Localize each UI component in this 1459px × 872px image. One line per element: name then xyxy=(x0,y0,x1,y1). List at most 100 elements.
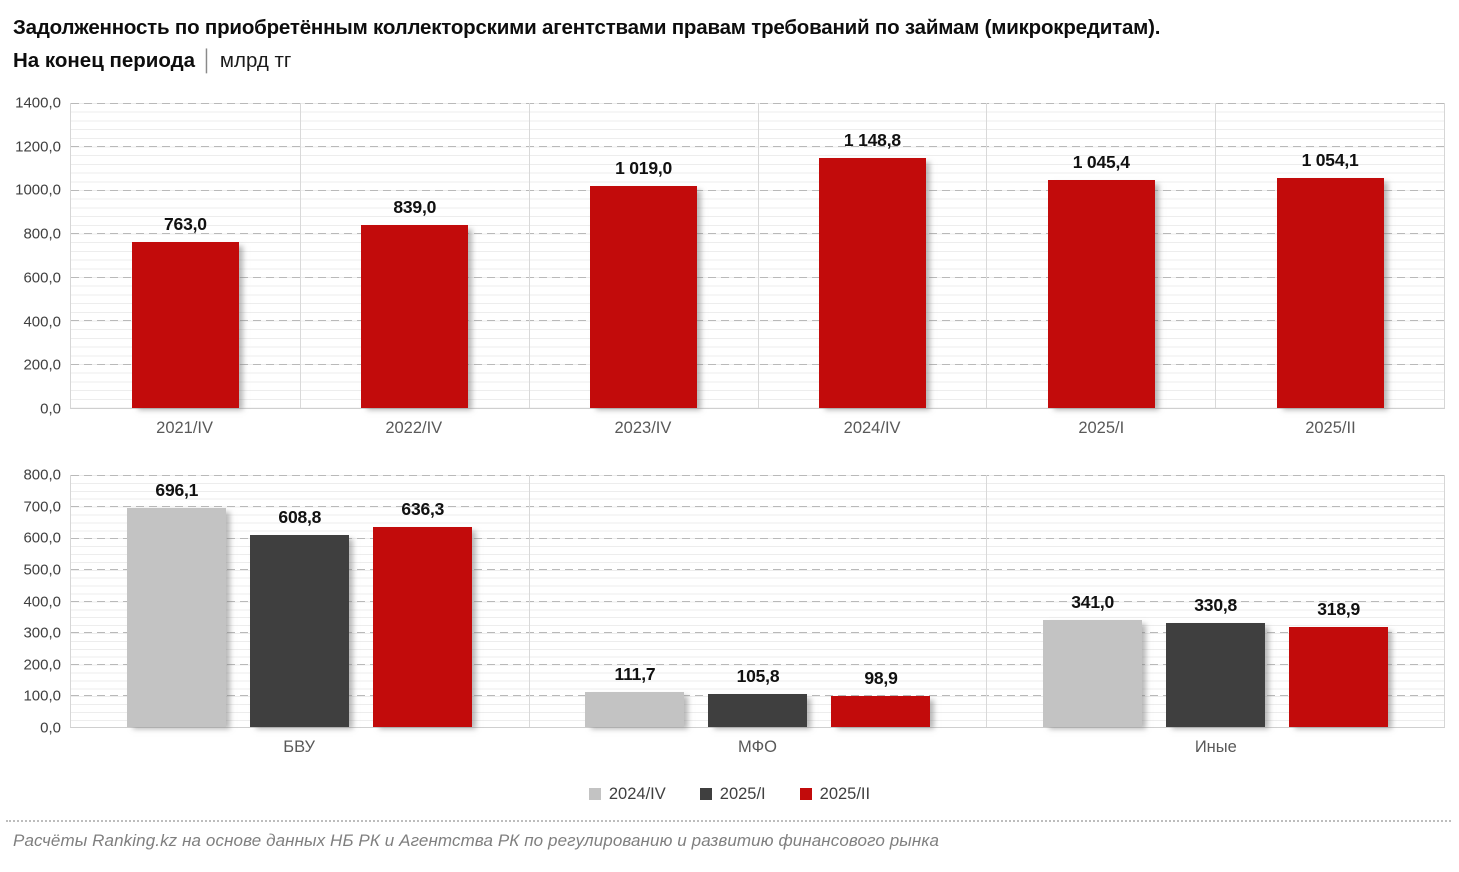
bar-value-label: 763,0 xyxy=(164,213,207,234)
y-tick-label: 400,0 xyxy=(23,593,61,610)
chart-title: Задолженность по приобретённым коллектор… xyxy=(13,16,1161,39)
legend-item: 2024/IV xyxy=(588,784,666,804)
category-panel: 1 054,1 xyxy=(1215,103,1444,408)
bar xyxy=(1166,622,1266,727)
legend-item: 2025/I xyxy=(699,784,766,804)
y-tick-label: 1000,0 xyxy=(15,181,61,199)
footer-divider xyxy=(6,820,1451,822)
x-tick-label: Иные xyxy=(1194,738,1237,756)
gridline xyxy=(71,632,1444,633)
y-tick-label: 600,0 xyxy=(23,269,61,287)
bar-group: 341,0 330,8 318,9 xyxy=(987,475,1444,727)
bar-group: 1 148,8 xyxy=(759,103,987,408)
legend-swatch xyxy=(799,788,812,800)
bar xyxy=(131,241,240,408)
chart-subtitle: На конец периода │ млрд тг xyxy=(13,44,1445,78)
subtitle-unit: млрд тг xyxy=(219,49,292,72)
gridline xyxy=(71,569,1444,570)
x-tick-label: 2023/IV xyxy=(614,419,672,437)
top-bar-chart: 1400,0 1200,0 1000,0 800,0 600,0 400,0 200,0 0,… xyxy=(0,95,1445,447)
bar-group: 1 045,4 xyxy=(987,103,1215,408)
y-tick-label: 800,0 xyxy=(23,466,61,484)
bar-value-label: 330,8 xyxy=(1194,594,1238,615)
subtitle-divider: │ xyxy=(201,49,214,72)
bar-group: 839,0 xyxy=(301,103,529,408)
legend-label: 2024/IV xyxy=(608,784,666,803)
category-panel: 696,1 608,8 636,3 xyxy=(71,475,529,727)
bar-wrapper: 839,0 xyxy=(361,103,469,408)
bar-group: 763,0 xyxy=(71,103,300,408)
bar-value-label: 105,8 xyxy=(736,665,780,686)
bar xyxy=(127,507,227,727)
bar-wrapper: 1 054,1 xyxy=(1276,103,1384,408)
y-tick-label: 0,0 xyxy=(40,719,61,737)
chart-header: Задолженность по приобретённым коллектор… xyxy=(0,0,1459,78)
y-tick-label: 200,0 xyxy=(23,656,61,674)
bar-wrapper: 98,9 xyxy=(831,475,931,727)
y-tick-label: 600,0 xyxy=(23,529,61,547)
bar-wrapper: 696,1 xyxy=(127,475,227,727)
bar xyxy=(1043,619,1143,727)
y-tick-label: 400,0 xyxy=(23,313,61,331)
bar-value-label: 608,8 xyxy=(278,507,322,528)
gridline xyxy=(71,600,1444,602)
bottom-grouped-bar-chart: 800,0 700,0 600,0 500,0 400,0 300,0 200,0 100,0… xyxy=(0,467,1445,766)
y-tick-label: 1200,0 xyxy=(15,138,61,156)
category-panel: 1 148,8 xyxy=(757,103,987,408)
y-tick-label: 300,0 xyxy=(23,624,61,642)
category-panel: 839,0 xyxy=(299,103,529,408)
y-axis: 1400,0 1200,0 1000,0 800,0 600,0 400,0 200,0 0,… xyxy=(0,95,70,418)
bar-wrapper: 636,3 xyxy=(373,475,473,727)
bar-wrapper: 1 045,4 xyxy=(1047,103,1155,408)
bar xyxy=(361,225,469,408)
y-tick-label: 800,0 xyxy=(23,225,61,243)
y-tick-label: 100,0 xyxy=(23,687,61,705)
bar xyxy=(1047,180,1155,408)
legend-swatch xyxy=(699,788,712,800)
gridline xyxy=(71,663,1444,665)
bar-value-label: 111,7 xyxy=(614,663,656,684)
x-tick-label: 2022/IV xyxy=(385,419,443,437)
x-axis: 2021/IV 2022/IV 2023/IV 2024/IV 2025/I 2025/I… xyxy=(70,409,1445,447)
legend-label: 2025/II xyxy=(819,784,871,803)
bar xyxy=(831,695,931,727)
x-tick-label: 2021/IV xyxy=(156,419,214,437)
gridline xyxy=(71,537,1444,539)
legend-label: 2025/I xyxy=(719,784,766,803)
y-tick-label: 200,0 xyxy=(23,356,61,374)
y-tick-label: 0,0 xyxy=(40,400,61,418)
bar-value-label: 98,9 xyxy=(864,667,898,688)
bar xyxy=(1289,626,1389,727)
bar xyxy=(373,526,473,727)
bar xyxy=(1276,178,1384,408)
bar-group: 111,7 105,8 98,9 xyxy=(530,475,987,727)
x-tick-label: МФО xyxy=(738,738,777,756)
legend-item: 2025/II xyxy=(799,784,871,804)
category-panel: 763,0 xyxy=(71,103,300,408)
bar-wrapper: 318,9 xyxy=(1289,475,1389,727)
bar-wrapper: 763,0 xyxy=(131,103,240,408)
bar-value-label: 696,1 xyxy=(155,479,199,500)
legend-swatch xyxy=(588,788,601,800)
category-panel: 341,0 330,8 318,9 xyxy=(986,475,1444,727)
bar-group: 1 019,0 xyxy=(530,103,758,408)
category-panel: 1 019,0 xyxy=(528,103,758,408)
category-panel: 1 045,4 xyxy=(986,103,1215,408)
bar-value-label: 1 045,4 xyxy=(1072,152,1130,173)
y-tick-label: 700,0 xyxy=(23,498,61,516)
category-panel: 111,7 105,8 98,9 xyxy=(528,475,987,727)
bar-wrapper: 1 019,0 xyxy=(590,103,698,408)
x-tick-label: 2025/I xyxy=(1078,419,1125,437)
bar-wrapper: 330,8 xyxy=(1166,475,1266,727)
bar-value-label: 318,9 xyxy=(1317,598,1361,619)
bar xyxy=(585,691,685,727)
bar-value-label: 1 054,1 xyxy=(1301,150,1359,171)
y-axis: 800,0 700,0 600,0 500,0 400,0 300,0 200,0 100,0… xyxy=(0,467,70,737)
bar-value-label: 839,0 xyxy=(393,197,437,218)
source-note: Расчёты Ranking.kz на основе данных НБ Р… xyxy=(13,831,940,850)
bar-value-label: 636,3 xyxy=(401,498,445,519)
x-tick-label: 2024/IV xyxy=(843,419,901,437)
chart-legend: 2024/IV 2025/I 2025/II xyxy=(0,784,1459,804)
bar-value-label: 341,0 xyxy=(1071,591,1115,612)
